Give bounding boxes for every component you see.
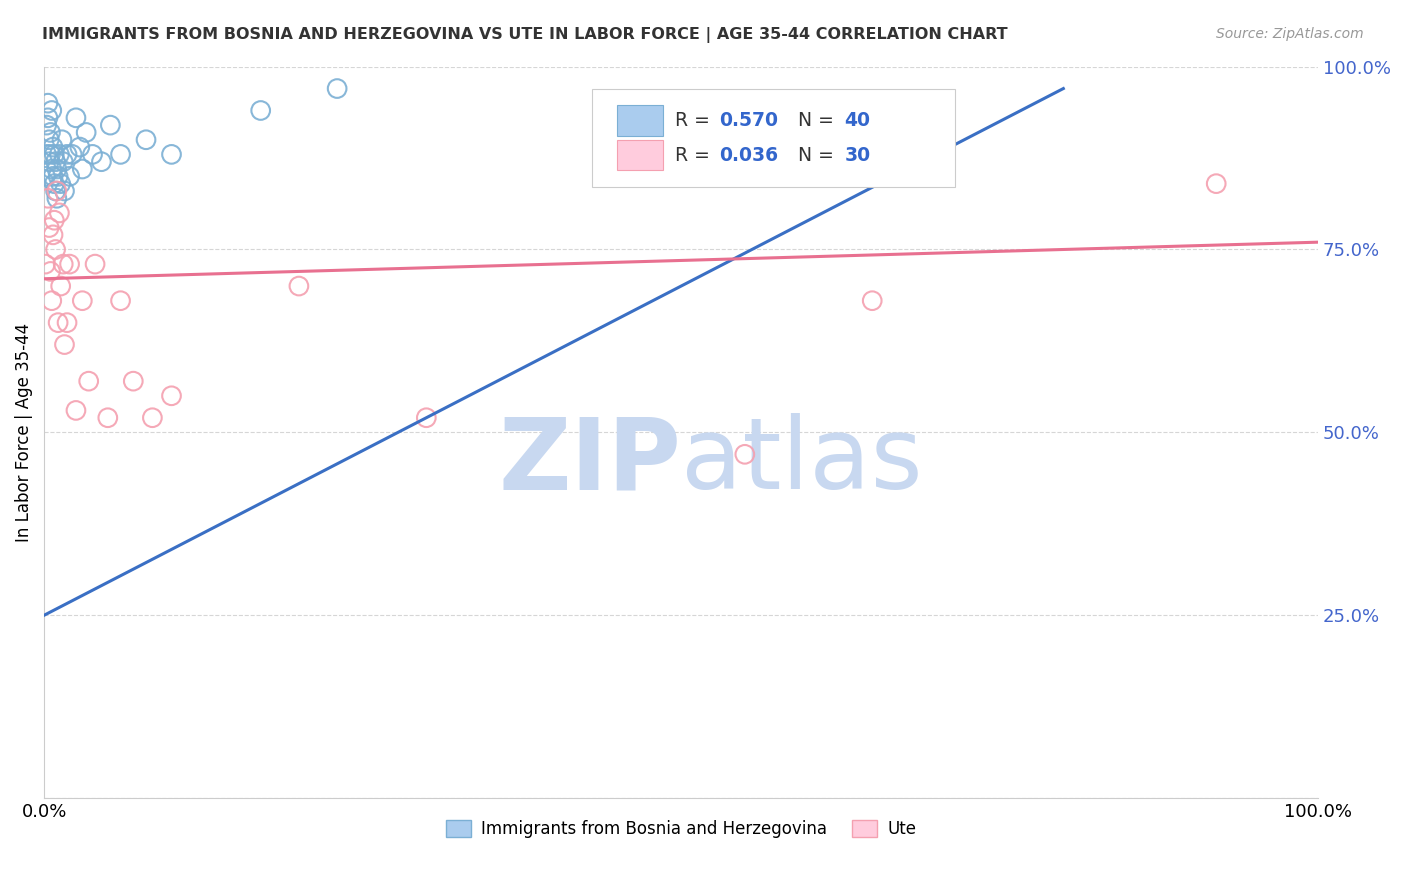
Point: [56, 316, 79, 330]
Point: [44, 177, 66, 191]
Point: [45, 154, 67, 169]
Point: [45, 191, 67, 205]
Y-axis label: In Labor Force | Age 35-44: In Labor Force | Age 35-44: [15, 323, 32, 542]
Legend: Immigrants from Bosnia and Herzegovina, Ute: Immigrants from Bosnia and Herzegovina, …: [440, 814, 922, 845]
Point: [60, 147, 83, 161]
Point: [37, 96, 59, 111]
Point: [52, 257, 75, 271]
Point: [49, 279, 72, 293]
Text: IMMIGRANTS FROM BOSNIA AND HERZEGOVINA VS UTE IN LABOR FORCE | AGE 35-44 CORRELA: IMMIGRANTS FROM BOSNIA AND HERZEGOVINA V…: [42, 27, 1008, 43]
Point: [160, 389, 183, 403]
Point: [44, 147, 66, 161]
Point: [77, 374, 100, 388]
Point: [45, 243, 67, 257]
Point: [75, 125, 97, 139]
Point: [84, 257, 107, 271]
Point: [58, 257, 80, 271]
Point: [326, 81, 349, 95]
Point: [97, 410, 120, 425]
Point: [46, 316, 69, 330]
Point: [35, 147, 58, 161]
Point: [72, 293, 94, 308]
Point: [45, 184, 67, 198]
Point: [42, 227, 65, 242]
Point: [72, 161, 94, 176]
Text: 30: 30: [844, 145, 870, 165]
Point: [45, 161, 67, 176]
Text: 0.036: 0.036: [720, 145, 779, 165]
Point: [90, 154, 112, 169]
Point: [288, 279, 311, 293]
Point: [53, 184, 76, 198]
Text: 0.570: 0.570: [720, 112, 779, 130]
Point: [110, 147, 132, 161]
Point: [39, 147, 62, 161]
Point: [41, 161, 63, 176]
Point: [141, 410, 163, 425]
Point: [42, 169, 65, 184]
Point: [249, 103, 271, 118]
Point: [38, 133, 60, 147]
Point: [415, 410, 437, 425]
Point: [122, 374, 145, 388]
Point: [44, 213, 66, 227]
Point: [48, 147, 70, 161]
Point: [56, 147, 79, 161]
Point: [53, 337, 76, 351]
Point: [38, 220, 60, 235]
Text: ZIP: ZIP: [498, 413, 681, 510]
FancyBboxPatch shape: [592, 88, 955, 187]
Point: [34, 257, 56, 271]
Point: [39, 264, 62, 278]
FancyBboxPatch shape: [617, 140, 664, 170]
Text: atlas: atlas: [681, 413, 922, 510]
Point: [98, 118, 121, 132]
Point: [65, 111, 87, 125]
Point: [1205, 177, 1227, 191]
Point: [35, 118, 58, 132]
Point: [69, 140, 91, 154]
Point: [52, 154, 75, 169]
Point: [38, 154, 60, 169]
Point: [51, 133, 73, 147]
Text: N =: N =: [799, 145, 841, 165]
Text: N =: N =: [799, 112, 841, 130]
Point: [34, 169, 56, 184]
Point: [48, 206, 70, 220]
Text: Source: ZipAtlas.com: Source: ZipAtlas.com: [1216, 27, 1364, 41]
Point: [58, 169, 80, 184]
Point: [49, 177, 72, 191]
Point: [65, 403, 87, 417]
Point: [82, 147, 104, 161]
Point: [37, 191, 59, 205]
Point: [45, 184, 67, 198]
Point: [39, 125, 62, 139]
Point: [41, 293, 63, 308]
Point: [46, 169, 69, 184]
Point: [734, 447, 756, 461]
Text: R =: R =: [675, 112, 716, 130]
Text: 40: 40: [844, 112, 870, 130]
Point: [860, 293, 883, 308]
Text: R =: R =: [675, 145, 716, 165]
FancyBboxPatch shape: [617, 105, 664, 136]
Point: [37, 111, 59, 125]
Point: [160, 147, 183, 161]
Point: [41, 103, 63, 118]
Point: [110, 293, 132, 308]
Point: [42, 140, 65, 154]
Point: [135, 133, 157, 147]
